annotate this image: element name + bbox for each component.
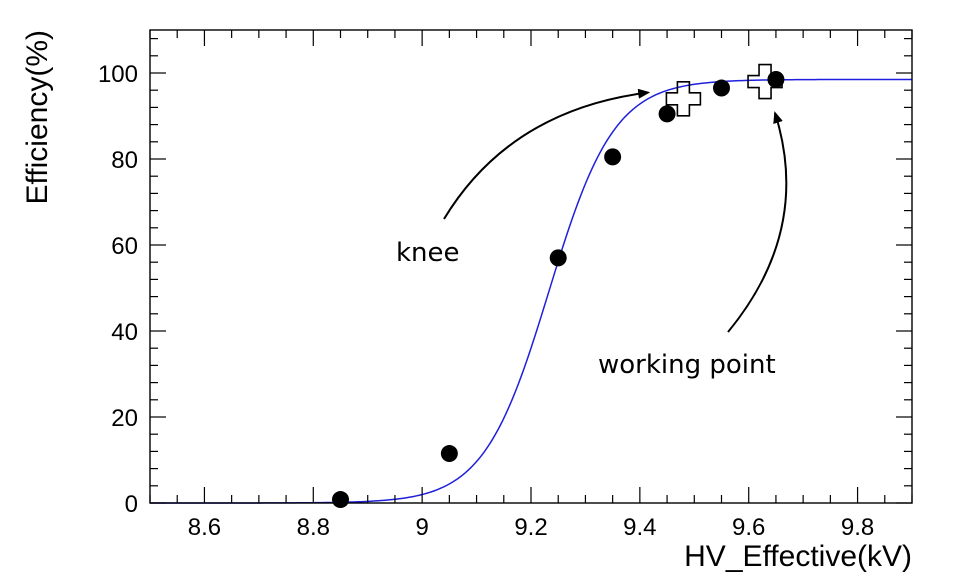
- x-axis-title: HV_Effective(kV): [684, 540, 912, 573]
- data-point: [440, 445, 458, 463]
- annotations-layer: knee working point: [396, 88, 788, 380]
- open-cross-marker: [747, 63, 783, 100]
- data-point: [713, 79, 730, 97]
- data-points-layer: [332, 70, 785, 509]
- labels-layer: 8.6 8.8 9 9.2 9.4 9.6 9.8 0 20 40 60 80 100 HV_Effect…: [21, 30, 912, 573]
- y-tick-label: 0: [125, 491, 138, 518]
- y-axis-title: Efficiency(%): [21, 30, 54, 205]
- annotation-working-point-arrow: [727, 111, 788, 333]
- y-tick-label: 40: [111, 319, 138, 346]
- fit-curve: [150, 78, 912, 504]
- y-tick-label: 80: [111, 147, 138, 174]
- y-tick-label: 60: [111, 233, 138, 260]
- data-point: [549, 249, 567, 267]
- x-tick-label: 8.6: [188, 514, 221, 541]
- y-tick-label: 100: [98, 61, 138, 88]
- plot-frame: [149, 29, 913, 504]
- annotation-knee-label: knee: [396, 238, 460, 268]
- plot-frame-layer: [149, 29, 913, 504]
- data-point: [658, 105, 676, 123]
- fit-curve-layer: [150, 78, 912, 504]
- x-tick-label: 9.4: [623, 514, 656, 541]
- x-tick-label: 9: [415, 514, 428, 541]
- x-tick-label: 9.6: [732, 514, 765, 541]
- ticks-layer: [149, 30, 913, 504]
- annotation-knee-arrow: [443, 88, 651, 220]
- annotation-working-point-label: working point: [598, 350, 776, 380]
- x-tick-label: 9.2: [514, 514, 547, 541]
- y-tick-label: 20: [111, 405, 138, 432]
- x-tick-label: 9.8: [841, 514, 874, 541]
- data-point: [604, 148, 622, 166]
- open-cross-marker: [665, 81, 702, 117]
- x-tick-label: 8.8: [297, 514, 330, 541]
- cross-markers-layer: [665, 63, 783, 117]
